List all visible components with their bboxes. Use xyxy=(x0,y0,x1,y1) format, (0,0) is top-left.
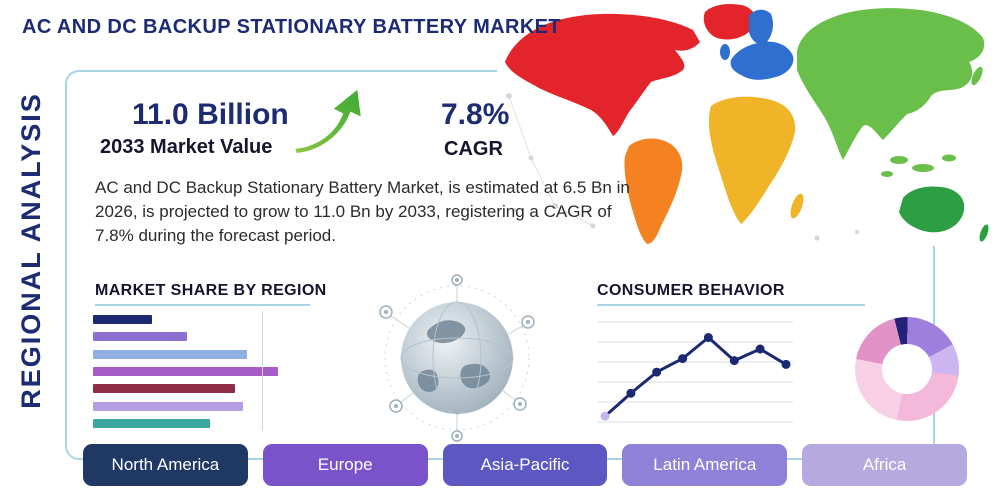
regional-analysis-label: REGIONAL ANALYSIS xyxy=(15,92,46,409)
market-description: AC and DC Backup Stationary Battery Mark… xyxy=(95,178,630,246)
island-greenland xyxy=(703,4,756,40)
market-share-underline xyxy=(95,304,310,306)
continent-south-america xyxy=(624,138,683,244)
region-button-africa[interactable]: Africa xyxy=(802,444,967,486)
market-share-section-title: MARKET SHARE BY REGION xyxy=(95,282,327,299)
region-buttons: North America Europe Asia-Pacific Latin Ame… xyxy=(83,444,967,486)
bar-region-2 xyxy=(93,332,187,342)
continent-europe xyxy=(730,41,794,80)
bar-chart xyxy=(93,315,288,428)
bar-region-4 xyxy=(93,366,279,376)
region-button-europe[interactable]: Europe xyxy=(262,444,428,486)
line-chart-svg xyxy=(598,321,793,423)
world-map-svg xyxy=(505,4,989,244)
page-title: AC AND DC BACKUP STATIONARY BATTERY MARK… xyxy=(22,16,562,38)
bar-chart-axis-line xyxy=(262,311,263,431)
islands-southeast-asia-3 xyxy=(942,154,956,162)
continent-australia xyxy=(899,186,965,233)
bar-region-1 xyxy=(93,315,152,324)
bar-region-5 xyxy=(93,384,236,394)
region-button-north-america[interactable]: North America xyxy=(83,444,248,486)
consumer-behavior-underline xyxy=(597,304,865,306)
region-button-asia-pacific[interactable]: Asia-Pacific xyxy=(442,444,608,486)
islands-southeast-asia-4 xyxy=(881,171,893,177)
map-network-dots xyxy=(506,93,859,241)
cagr-label: CAGR xyxy=(444,138,503,160)
market-value-stat: 11.0 Billion xyxy=(132,98,289,131)
island-madagascar xyxy=(790,193,804,219)
continent-africa xyxy=(708,96,796,224)
islands-southeast-asia-2 xyxy=(912,164,934,172)
growth-arrow-icon xyxy=(292,84,372,161)
region-scandinavia xyxy=(749,9,773,45)
vertical-label-wrap: REGIONAL ANALYSIS xyxy=(4,78,58,423)
consumer-behavior-section-title: CONSUMER BEHAVIOR xyxy=(597,282,785,299)
island-uk xyxy=(720,44,730,60)
bar-region-3 xyxy=(93,349,248,359)
globe-network-graphic xyxy=(368,274,546,447)
continent-asia xyxy=(797,8,985,160)
map-network-lines xyxy=(508,95,594,227)
bar-region-6 xyxy=(93,401,244,411)
island-new-zealand xyxy=(979,224,989,242)
donut-chart xyxy=(855,317,959,421)
bar-region-7 xyxy=(93,418,210,428)
continent-north-america xyxy=(505,13,700,137)
cagr-stat: 7.8% xyxy=(441,98,510,131)
world-map xyxy=(497,0,1000,246)
islands-southeast-asia-1 xyxy=(890,156,908,164)
market-value-label: 2033 Market Value xyxy=(100,136,273,158)
region-button-latin-america[interactable]: Latin America xyxy=(622,444,788,486)
island-japan xyxy=(971,66,983,86)
